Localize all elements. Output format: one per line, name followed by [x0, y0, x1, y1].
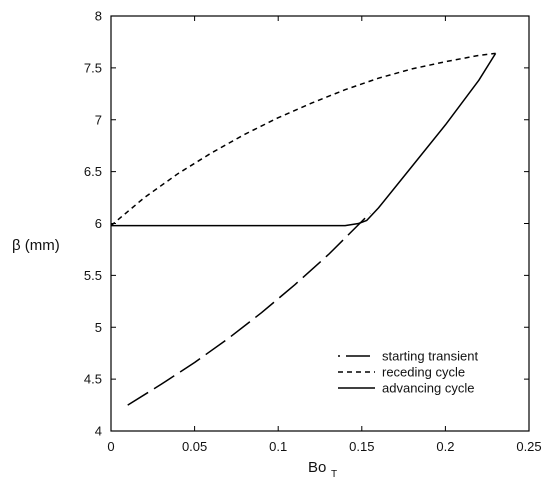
axis-ticks: 0 0.05 0.1 0.15 0.2 0.25 4 4.5 5 5.5 6 6.5 7 7.5 8 [84, 9, 542, 455]
x-tick-label: 0 [107, 439, 114, 454]
x-axis-label: Bo [308, 459, 326, 476]
legend-label: receding cycle [382, 365, 465, 380]
series-group [110, 52, 497, 406]
series-line-receding-cycle [110, 52, 496, 227]
x-axis-label-subscript: T [331, 469, 337, 480]
x-tick-label: 0.25 [516, 439, 541, 454]
y-tick-label: 7 [95, 112, 102, 127]
plot-frame [110, 15, 530, 432]
y-tick-label: 6.5 [84, 164, 102, 179]
x-tick-label: 0.05 [182, 439, 207, 454]
x-tick-label: 0.2 [436, 439, 454, 454]
y-tick-label: 4 [95, 424, 102, 439]
y-tick-label: 8 [95, 9, 102, 24]
legend-label: advancing cycle [382, 381, 475, 396]
y-tick-label: 7.5 [84, 60, 102, 75]
series-line-advancing-cycle [111, 53, 497, 227]
y-tick-label: 5.5 [84, 268, 102, 283]
y-tick-label: 4.5 [84, 372, 102, 387]
x-tick-label: 0.15 [349, 439, 374, 454]
series-line-starting-transient [127, 212, 371, 406]
x-tick-label: 0.1 [269, 439, 287, 454]
y-tick-label: 6 [95, 216, 102, 231]
legend-label: starting transient [382, 349, 478, 364]
y-tick-label: 5 [95, 320, 102, 335]
y-axis-label: β (mm) [12, 237, 60, 254]
